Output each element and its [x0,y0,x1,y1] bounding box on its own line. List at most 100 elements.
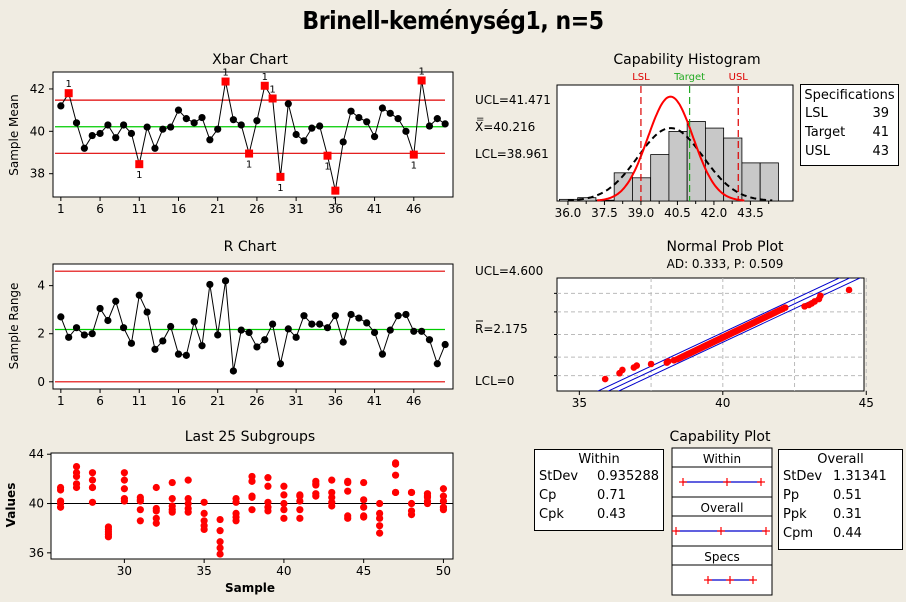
y-tick-label: 36 [29,546,44,560]
data-point [229,367,237,375]
data-point [104,121,112,129]
overall-title: Overall [817,452,864,467]
data-point [284,325,292,333]
overall-stat-value: 0.44 [833,526,862,541]
observation-point [120,469,128,477]
page-title: Brinell-keménység1, n=5 [302,6,604,35]
out-of-control-point [135,160,144,169]
capplot-title: Capability Plot [670,429,771,445]
observation-point [280,482,288,490]
observation-point [88,483,97,492]
npp-title: Normal Prob Plot [666,239,784,255]
x-tick-label: 40 [715,396,730,410]
data-point [80,144,88,152]
y-tick-label: 40 [29,497,44,511]
target-line-label: Target [673,72,705,83]
x-tick-label: 36 [328,394,343,408]
overall-stat-row: Ppk 0.31 [779,505,902,524]
data-point [88,330,96,338]
observation-point [439,492,448,500]
data-point [112,134,120,142]
observation-point [248,493,256,501]
test-flag-label: 1 [324,162,330,173]
out-of-control-point [323,151,332,160]
data-point [182,351,190,359]
observation-point [248,477,256,485]
data-point [370,328,379,337]
data-point [300,137,308,145]
test-flag-label: 1 [332,197,338,208]
observation-point [376,509,384,517]
observation-point [200,517,208,525]
data-point [143,123,151,131]
within-stat-row: StDev 0.935288 [535,467,663,486]
x-tick-label: 46 [406,202,421,216]
y-tick-label: 2 [37,327,45,341]
overall-density-curve [567,127,773,202]
observation-point [328,502,336,510]
data-point [214,125,222,133]
observation-point [216,527,224,535]
data-point [441,340,449,349]
data-point [174,106,183,114]
capability-histogram: Capability Histogram LSL Target USL 36.0 37.… [555,52,794,220]
histogram-bar [668,130,688,202]
observation-point [280,491,288,499]
data-point [363,118,371,126]
overall-stat-name: Cpm [783,526,813,541]
data-point [214,331,222,339]
x-tick-label: 30 [117,564,132,578]
xbar-chart: Xbar Chart Sample Mean 1 6 11 16 21 26 31 36 41 4… [7,52,551,216]
data-point [386,109,394,117]
probability-point [601,375,609,383]
observation-point [216,544,224,552]
data-point [386,326,394,334]
data-point [347,107,355,115]
data-point [57,313,65,321]
observation-point [184,495,192,503]
spec-name: Target [805,125,846,140]
data-point [292,333,300,341]
observation-point [136,496,144,504]
data-point [135,291,143,299]
data-point [370,133,379,141]
out-of-control-point [331,186,340,195]
data-point [433,115,441,123]
observation-point [184,499,192,508]
observation-point [376,529,384,537]
out-of-control-point [260,81,269,90]
within-stat-name: StDev [539,469,579,484]
data-point [65,333,73,341]
observation-point [280,514,288,522]
x-tick-label: 16 [171,202,186,216]
observation-point [152,519,160,527]
data-point [88,131,96,140]
test-flag-label: 1 [65,79,71,90]
data-point [167,322,175,331]
test-flag-label: 1 [136,170,142,181]
observation-point [391,471,400,479]
spec-value: 41 [872,125,889,140]
xbar-cl-label: X=40.216 [475,120,535,134]
observation-point [360,496,368,504]
x-tick-label: 6 [96,394,104,408]
data-point [190,318,198,326]
observation-point [423,492,432,500]
observation-point [407,511,416,519]
data-point [143,308,151,316]
observation-point [120,476,128,484]
last25-plot-area [50,452,454,560]
x-tick-label: 41 [367,202,382,216]
data-point [433,360,441,368]
histogram-bar [759,162,779,202]
data-point [96,129,104,138]
observation-point [72,462,81,471]
observation-point [152,507,160,515]
x-tick-label: 26 [249,394,264,408]
probability-point [619,366,626,374]
data-point [418,327,426,335]
data-point [127,129,136,138]
observation-point [391,488,400,497]
r-chart: R Chart Sample Range 1 6 11 16 21 26 31 36 41 460… [7,239,543,408]
